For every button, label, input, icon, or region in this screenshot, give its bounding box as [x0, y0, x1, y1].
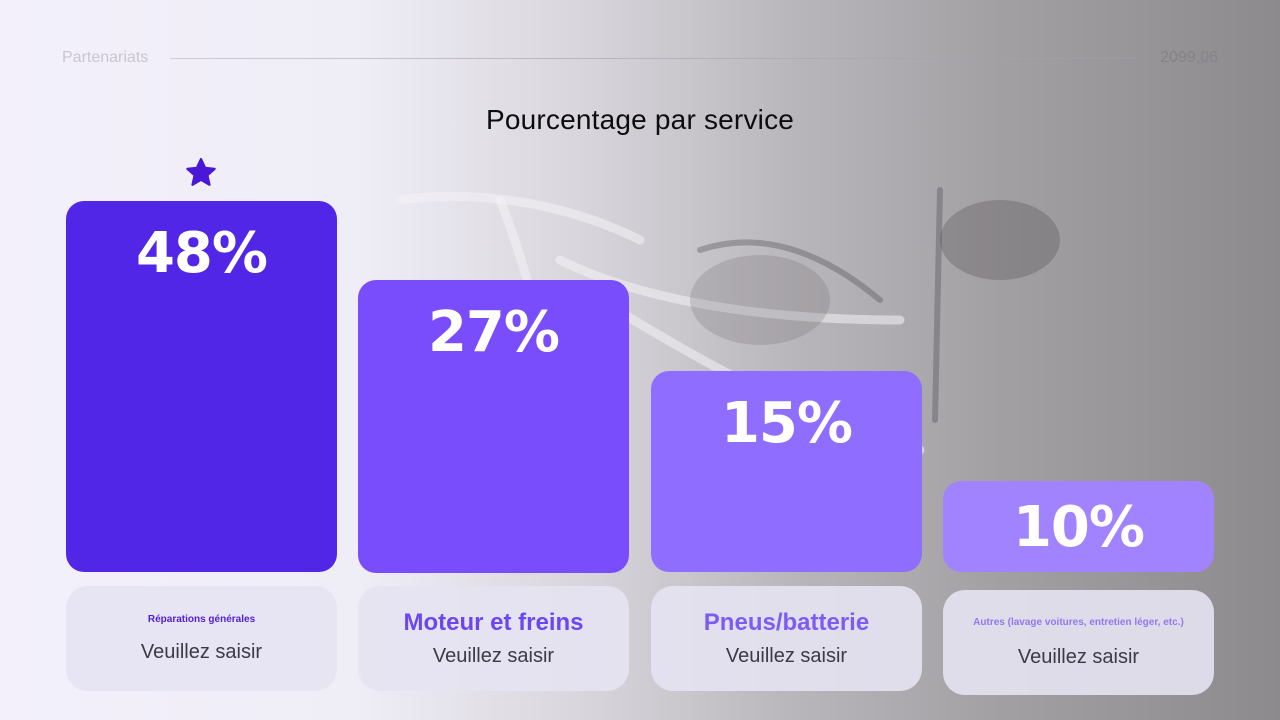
- category-label: Autres (lavage voitures, entretien léger…: [973, 616, 1184, 628]
- category-label: Moteur et freins: [403, 609, 584, 636]
- bar-4: 10%: [943, 481, 1214, 572]
- bar-value: 48%: [135, 221, 268, 286]
- category-card-4: Autres (lavage voitures, entretien léger…: [943, 590, 1214, 695]
- section-label: Partenariats: [62, 49, 149, 66]
- category-value-input[interactable]: Veuillez saisir: [1017, 645, 1140, 668]
- category-card-2: Moteur et freins Veuillez saisir: [358, 586, 629, 691]
- star-icon: [186, 157, 216, 186]
- bar-value: 15%: [720, 391, 853, 456]
- chart-title: Pourcentage par service: [485, 104, 795, 135]
- category-label: Pneus/batterie: [703, 609, 870, 636]
- bar-2: 27%: [358, 280, 629, 573]
- category-value-input[interactable]: Veuillez saisir: [725, 645, 848, 667]
- bar-1: 48%: [66, 201, 337, 572]
- category-value-input[interactable]: Veuillez saisir: [140, 640, 263, 663]
- category-value-input[interactable]: Veuillez saisir: [432, 645, 555, 667]
- bar-value: 27%: [427, 300, 560, 365]
- bar-value: 10%: [1012, 495, 1145, 560]
- header-divider: [170, 57, 1139, 59]
- category-card-1: Réparations générales Veuillez saisir: [66, 586, 337, 691]
- category-label: Réparations générales: [147, 613, 256, 625]
- header-number: 2099,06: [1160, 49, 1218, 66]
- bar-3: 15%: [651, 371, 922, 572]
- category-card-3: Pneus/batterie Veuillez saisir: [651, 586, 922, 691]
- header: Partenariats 2099,06: [62, 46, 1218, 70]
